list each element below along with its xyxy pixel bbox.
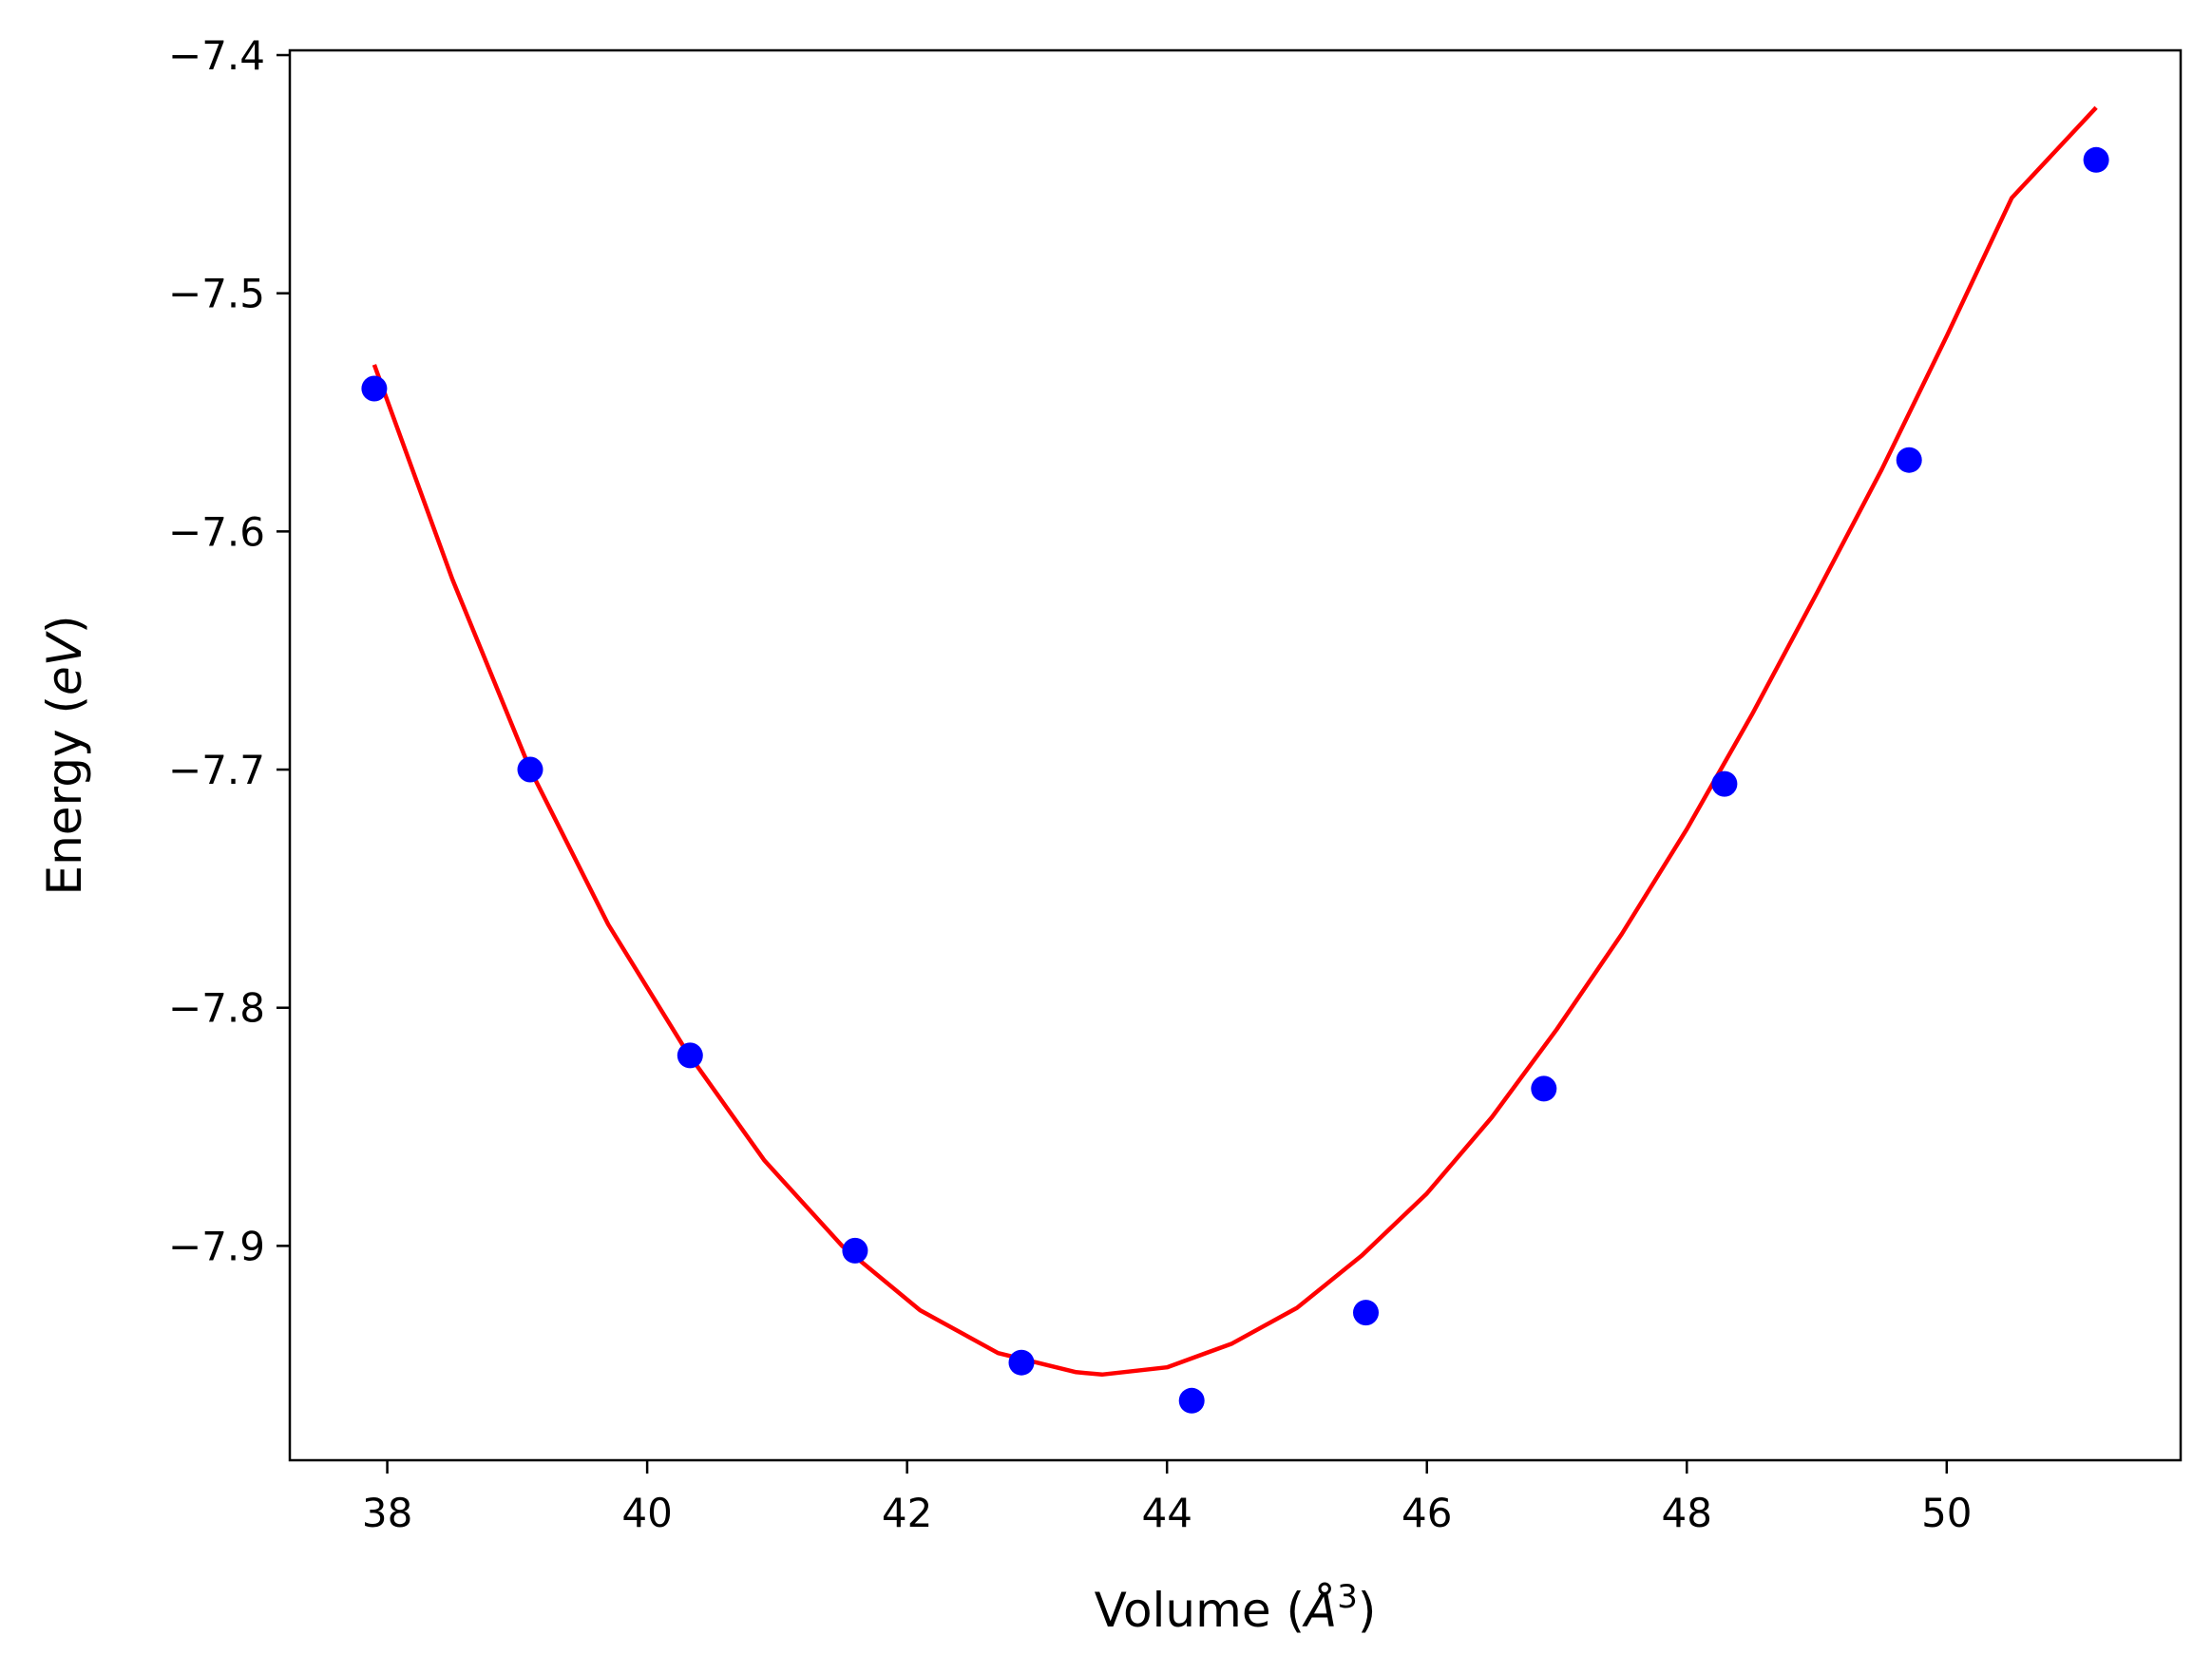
data-point [1896, 447, 1922, 473]
y-axis-label: Energy (eV) [37, 616, 92, 896]
x-tick-label: 46 [1402, 1490, 1452, 1536]
fit-curve-layer [372, 105, 2098, 1378]
x-axis-label-unit: Å [1302, 1583, 1337, 1638]
y-tick-label: −7.4 [168, 32, 265, 79]
x-axis-label-suffix: ) [1358, 1583, 1377, 1638]
y-tick-label: −7.7 [168, 747, 265, 793]
data-point [1008, 1349, 1035, 1376]
x-tick-label: 40 [621, 1490, 672, 1536]
y-tick-label: −7.9 [168, 1223, 265, 1269]
x-axis-label-prefix: Volume ( [1095, 1583, 1305, 1638]
y-tick-label: −7.8 [168, 985, 265, 1032]
x-tick-label: 48 [1662, 1490, 1712, 1536]
plot-frame [288, 48, 2183, 1462]
y-axis-label-unit: eV [37, 630, 92, 695]
data-point [1711, 770, 1738, 797]
data-point [517, 756, 543, 783]
y-axis-label-prefix: Energy ( [37, 695, 92, 895]
data-point [1353, 1300, 1379, 1326]
y-axis: −7.4 −7.5 −7.6 −7.7 −7.8 −7.9 [168, 32, 290, 1269]
data-point [677, 1042, 703, 1069]
data-point [1531, 1075, 1557, 1102]
data-point [842, 1237, 868, 1264]
x-axis-label: Volume (Å3) [1095, 1578, 1377, 1638]
data-point [2083, 146, 2109, 173]
data-point [1178, 1387, 1205, 1414]
x-tick-label: 38 [362, 1490, 412, 1536]
data-point [361, 375, 388, 402]
x-tick-label: 42 [882, 1490, 932, 1536]
x-axis-label-superscript: 3 [1337, 1578, 1358, 1616]
plot-area [290, 50, 2181, 1460]
y-tick-label: −7.6 [168, 508, 265, 555]
x-tick-label: 44 [1141, 1490, 1192, 1536]
y-tick-label: −7.5 [168, 271, 265, 317]
fit-curve-line [372, 105, 2098, 1378]
data-points-layer [361, 146, 2109, 1414]
x-axis: 38 40 42 44 46 48 50 [362, 1460, 1973, 1536]
x-tick-label: 50 [1921, 1490, 1972, 1536]
y-axis-label-suffix: ) [37, 616, 92, 635]
